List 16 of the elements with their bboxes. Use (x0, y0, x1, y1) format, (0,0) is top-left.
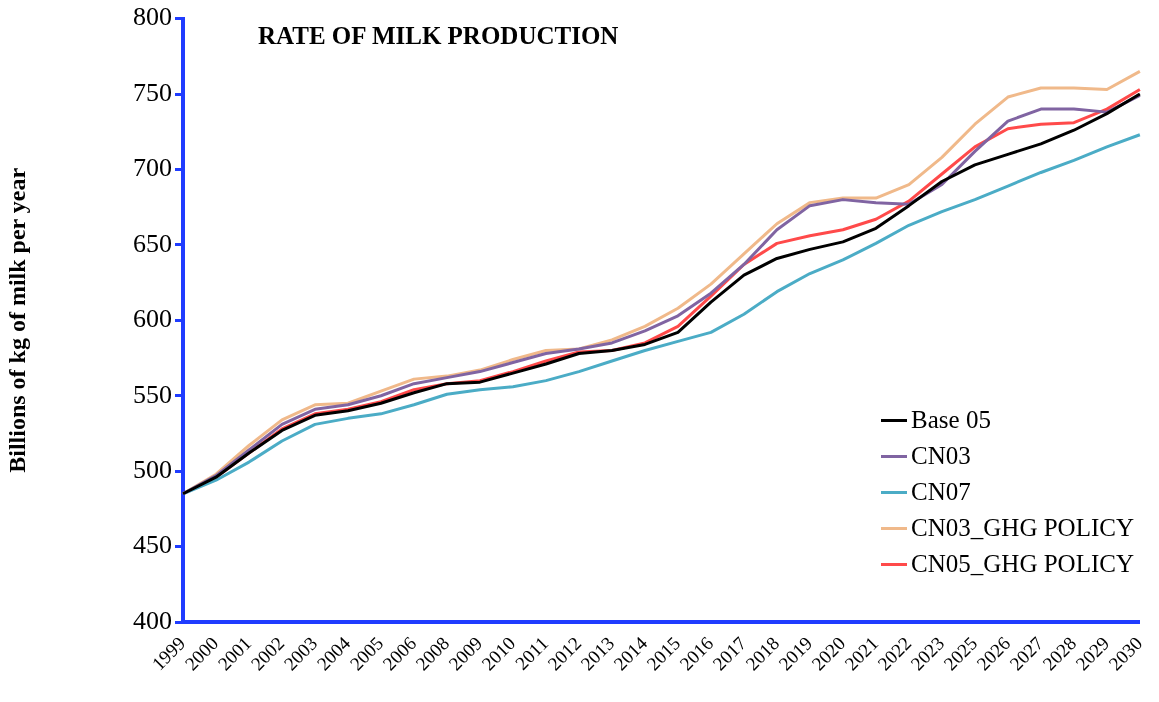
y-tick-label: 650 (133, 228, 172, 258)
y-tick-label: 550 (133, 379, 172, 409)
legend-label: CN03_GHG POLICY (911, 514, 1134, 542)
y-tick-label: 400 (133, 605, 172, 635)
legend-label: CN03 (911, 442, 971, 470)
legend-label: CN05_GHG POLICY (911, 550, 1134, 578)
chart-title: RATE OF MILK PRODUCTION (258, 22, 619, 50)
legend-label: CN07 (911, 478, 971, 506)
y-tick-label: 600 (133, 304, 172, 334)
y-tick-label: 750 (133, 77, 172, 107)
y-tick-label: 500 (133, 454, 172, 484)
y-axis-title: Billions of kg of milk per year (3, 167, 30, 473)
legend-label: Base 05 (911, 406, 991, 434)
y-tick-label: 450 (133, 530, 172, 560)
y-tick-label: 800 (133, 2, 172, 32)
y-tick-label: 700 (133, 153, 172, 183)
